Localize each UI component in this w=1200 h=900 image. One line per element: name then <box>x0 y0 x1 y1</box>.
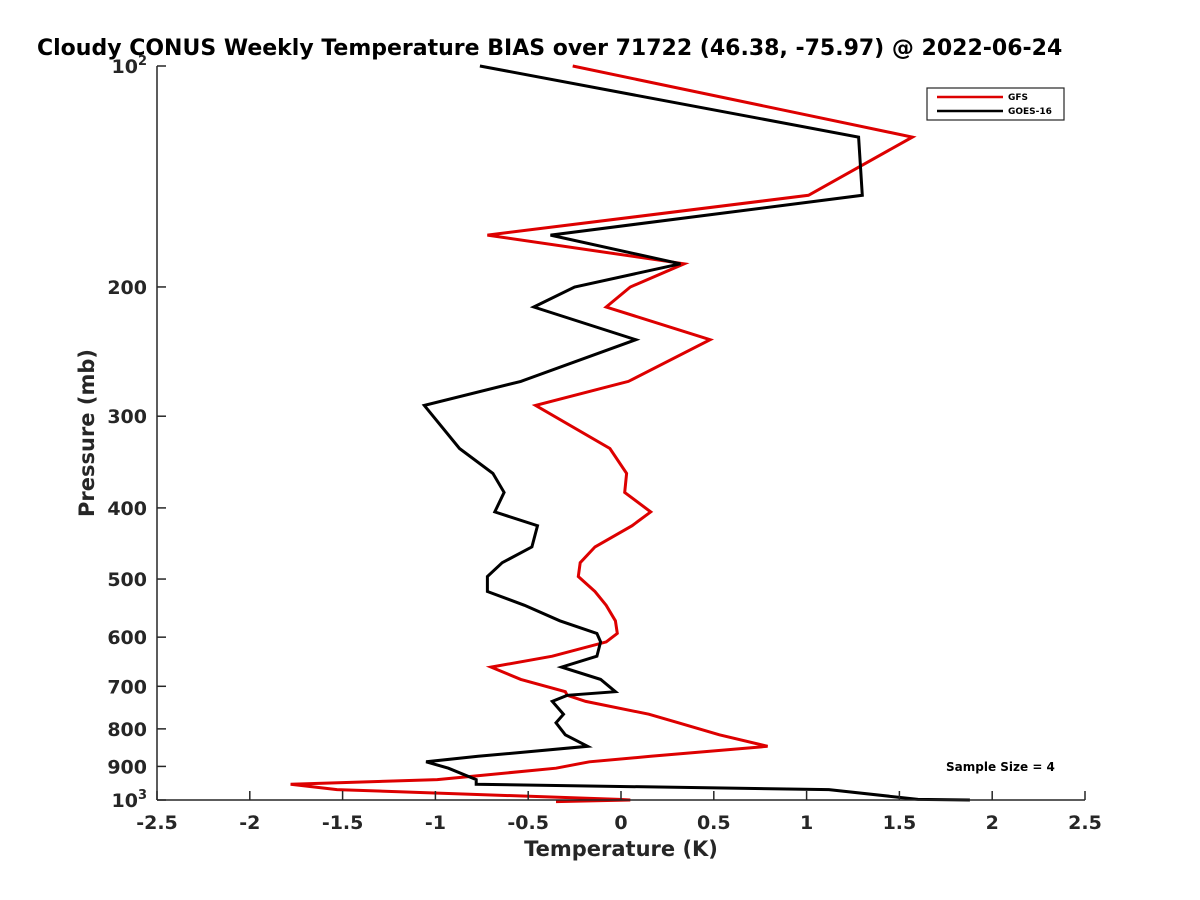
axes-layer <box>156 66 1085 801</box>
x-tick-label: -1.5 <box>322 812 364 834</box>
x-tick-label: -0.5 <box>507 812 549 834</box>
x-ticks: -2.5 -2 -1.5 -1 -0.5 0 0.5 1 1.5 2 2.5 <box>136 791 1102 834</box>
y-tick-label: 600 <box>107 627 147 649</box>
y-ticks: 102 200 300 400 500 600 700 800 900 103 <box>107 54 166 812</box>
legend-box <box>926 87 1065 121</box>
y-tick-label: 200 <box>107 277 147 299</box>
x-tick-label: -2 <box>239 812 260 834</box>
x-tick-label: -2.5 <box>136 812 178 834</box>
legend: GFS GOES-16 <box>926 87 1065 121</box>
y-tick-label: 700 <box>107 676 147 698</box>
x-tick-label: 2 <box>986 812 999 834</box>
y-tick-label: 400 <box>107 498 147 520</box>
y-tick-label: 102 <box>112 54 148 78</box>
y-tick-label: 900 <box>107 756 147 778</box>
legend-label-gfs: GFS <box>1008 93 1028 103</box>
y-tick-label: 800 <box>107 719 147 741</box>
y-tick-label: 103 <box>112 788 148 812</box>
legend-label-goes16: GOES-16 <box>1008 107 1052 117</box>
sample-size-annotation: Sample Size = 4 <box>946 760 1055 774</box>
x-tick-label: -1 <box>425 812 446 834</box>
y-axis-label: Pressure (mb) <box>75 349 99 517</box>
y-tick-label: 300 <box>107 406 147 428</box>
x-axis-label: Temperature (K) <box>524 837 718 861</box>
x-tick-label: 1.5 <box>883 812 917 834</box>
x-tick-label: 0.5 <box>697 812 731 834</box>
x-tick-label: 1 <box>800 812 813 834</box>
chart-title: Cloudy CONUS Weekly Temperature BIAS ove… <box>37 36 1062 61</box>
series-line-gfs <box>290 64 917 804</box>
series-line-goes16 <box>421 64 970 802</box>
x-tick-label: 2.5 <box>1068 812 1102 834</box>
y-tick-label: 500 <box>107 569 147 591</box>
series-layer <box>290 64 970 804</box>
x-tick-label: 0 <box>614 812 627 834</box>
